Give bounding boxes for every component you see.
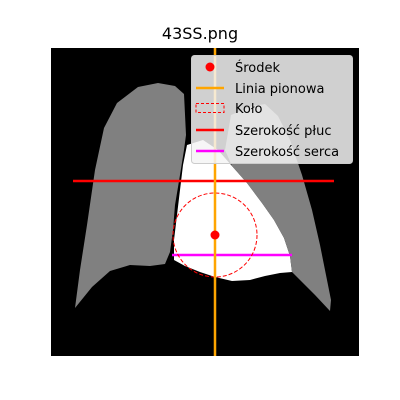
fit-circle — [172, 192, 258, 278]
center-point — [210, 230, 220, 240]
legend-label-lung: Szerokość płuc — [235, 124, 332, 139]
legend-circle-marker — [195, 103, 225, 113]
heart — [174, 140, 292, 281]
legend-center-marker — [205, 62, 215, 72]
legend-label-circle: Koło — [235, 102, 263, 117]
legend-label-vertical: Linia pionowa — [235, 82, 324, 97]
left-lung — [75, 83, 186, 308]
legend-label-heart: Szerokość serca — [235, 145, 339, 160]
legend: Środek Linia pionowa Koło Szerokość płuc… — [191, 55, 353, 164]
figure-title: 43SS.png — [161, 24, 239, 43]
legend-label-center: Środek — [235, 60, 281, 76]
legend-box — [191, 55, 353, 164]
